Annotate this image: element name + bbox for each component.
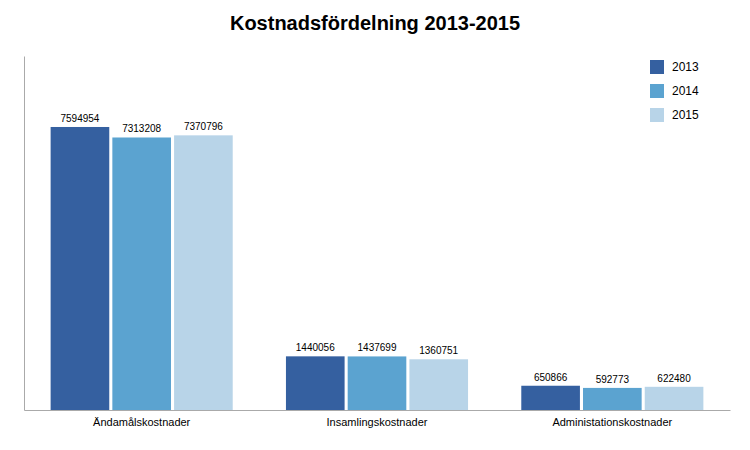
series-bars xyxy=(174,135,703,410)
x-axis-line xyxy=(25,410,731,411)
bar xyxy=(348,356,407,410)
x-tick: Administationskostnader xyxy=(552,410,672,428)
bar xyxy=(645,387,704,410)
title: Kostnadsfördelning 2013-2015 xyxy=(230,12,520,34)
data-label: 7594954 xyxy=(60,113,99,124)
data-labels: 7594954 1440056 650866 7313208 1437699 592773… xyxy=(60,113,691,385)
x-tick-label: Administationskostnader xyxy=(552,416,672,428)
legend-item: 2015 xyxy=(650,108,699,122)
chart-container: Kostnadsfördelning 2013-2015 Ändamålskost… xyxy=(0,0,750,450)
series-bars xyxy=(51,127,580,410)
legend-item: 2013 xyxy=(650,60,699,74)
bar xyxy=(51,127,110,410)
plot: Ändamålskostnader Insamlingskostnader Admi… xyxy=(25,57,731,429)
y-axis xyxy=(24,57,25,411)
x-tick: Insamlingskostnader xyxy=(327,410,428,428)
x-axis: Ändamålskostnader Insamlingskostnader Admi… xyxy=(25,410,731,428)
chart-svg: Kostnadsfördelning 2013-2015 Ändamålskost… xyxy=(0,0,750,450)
bar xyxy=(112,137,171,410)
data-label: 650866 xyxy=(534,372,568,383)
x-tick-label: Insamlingskostnader xyxy=(327,416,428,428)
legend-label: 2014 xyxy=(672,84,699,98)
legend: 2013 2014 2015 xyxy=(650,60,699,122)
bar xyxy=(583,388,642,410)
legend-swatch xyxy=(650,60,664,74)
bar xyxy=(174,135,233,410)
legend-label: 2015 xyxy=(672,108,699,122)
data-label: 7370796 xyxy=(184,121,223,132)
bars xyxy=(51,127,704,410)
y-axis-line xyxy=(24,57,25,411)
x-tick-label: Ändamålskostnader xyxy=(93,416,191,428)
legend-swatch xyxy=(650,108,664,122)
data-label: 1360751 xyxy=(419,345,458,356)
data-label: 592773 xyxy=(596,374,630,385)
bar xyxy=(409,359,468,410)
legend-label: 2013 xyxy=(672,60,699,74)
data-label: 1440056 xyxy=(296,342,335,353)
data-label: 1437699 xyxy=(358,342,397,353)
data-label: 7313208 xyxy=(122,123,161,134)
legend-item: 2014 xyxy=(650,84,699,98)
legend-swatch xyxy=(650,84,664,98)
x-tick: Ändamålskostnader xyxy=(93,410,191,428)
bar xyxy=(286,356,345,410)
bar xyxy=(521,386,580,410)
data-label: 622480 xyxy=(657,373,691,384)
